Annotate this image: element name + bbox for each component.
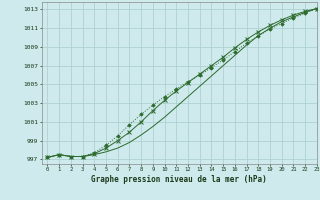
X-axis label: Graphe pression niveau de la mer (hPa): Graphe pression niveau de la mer (hPa) (91, 175, 267, 184)
